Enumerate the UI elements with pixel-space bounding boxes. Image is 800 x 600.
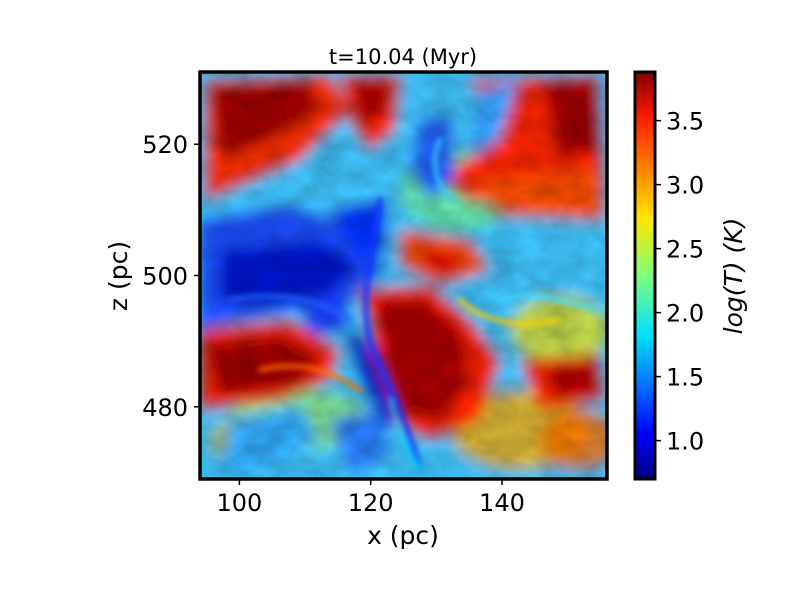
colorbar-tick-label: 1.0 (666, 428, 704, 456)
x-axis-label: x (pc) (367, 521, 439, 550)
colorbar-tick-label: 3.5 (666, 108, 704, 136)
colorbar-tick-label: 3.0 (666, 172, 704, 200)
y-axis-label: z (pc) (104, 241, 133, 311)
x-tick-label: 120 (348, 489, 394, 517)
colorbar-tick-label: 2.0 (666, 300, 704, 328)
y-tick-label: 520 (142, 131, 188, 159)
colorbar-label: log(T) (K) (719, 218, 748, 335)
x-axis: 100 120 140 (216, 479, 525, 517)
x-tick-label: 140 (479, 489, 525, 517)
temperature-heatmap (200, 72, 607, 479)
colorbar-ticks: 1.0 1.5 2.0 2.5 3.0 3.5 (655, 108, 704, 456)
y-tick-label: 500 (142, 263, 188, 291)
colorbar (633, 70, 657, 481)
y-tick-label: 480 (142, 394, 188, 422)
y-axis: 480 500 520 (142, 131, 200, 422)
colorbar-tick-label: 2.5 (666, 236, 704, 264)
chart-title: t=10.04 (Myr) (329, 45, 477, 69)
colorbar-tick-label: 1.5 (666, 364, 704, 392)
x-tick-label: 100 (216, 489, 262, 517)
